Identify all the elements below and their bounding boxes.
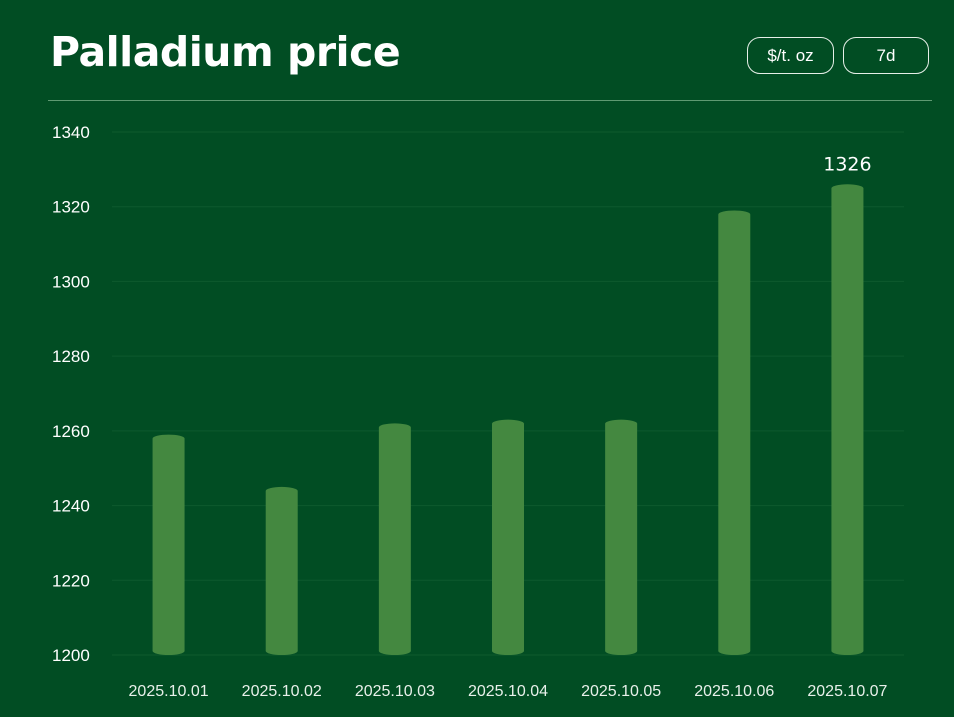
y-tick-label: 1260 — [52, 422, 90, 441]
y-tick-label: 1340 — [52, 123, 90, 142]
bars — [152, 184, 864, 656]
unit-selector-button[interactable]: $/t. oz — [747, 37, 834, 74]
range-selector-button[interactable]: 7d — [843, 37, 929, 74]
x-tick-label: 2025.10.01 — [129, 683, 209, 700]
x-tick-label: 2025.10.06 — [694, 683, 774, 700]
chart-title: Palladium price — [50, 28, 401, 76]
y-tick-label: 1240 — [52, 497, 90, 516]
x-tick-label: 2025.10.04 — [468, 683, 548, 700]
bar[interactable] — [265, 486, 298, 655]
x-tick-label: 2025.10.05 — [581, 683, 661, 700]
bar[interactable] — [492, 419, 524, 655]
y-axis-ticks: 1200 1220 1240 1260 1280 1300 1320 1340 — [52, 123, 90, 665]
bar[interactable] — [152, 434, 185, 655]
x-tick-label: 2025.10.02 — [242, 683, 322, 700]
x-tick-label: 2025.10.07 — [807, 683, 887, 700]
x-tick-label: 2025.10.03 — [355, 683, 435, 700]
y-tick-label: 1320 — [52, 198, 90, 217]
y-tick-label: 1300 — [52, 272, 90, 291]
y-tick-label: 1200 — [52, 646, 90, 665]
data-labels: 1326 — [823, 153, 871, 175]
x-axis-ticks: 2025.10.01 2025.10.02 2025.10.03 2025.10.04… — [129, 683, 888, 700]
bar[interactable] — [718, 210, 751, 655]
bar[interactable] — [831, 184, 864, 656]
bar[interactable] — [605, 419, 638, 655]
header-divider — [48, 100, 932, 101]
y-tick-label: 1280 — [52, 347, 90, 366]
data-label: 1326 — [823, 153, 871, 175]
y-tick-label: 1220 — [52, 571, 90, 590]
bar[interactable] — [378, 423, 411, 655]
